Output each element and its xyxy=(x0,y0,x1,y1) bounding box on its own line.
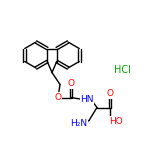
Text: HN: HN xyxy=(80,95,94,104)
Text: O: O xyxy=(68,79,75,88)
Text: O: O xyxy=(106,89,114,98)
Text: H₂N: H₂N xyxy=(70,119,88,128)
Text: HO: HO xyxy=(109,117,123,126)
Text: HCl: HCl xyxy=(114,65,130,75)
Text: O: O xyxy=(54,93,61,102)
